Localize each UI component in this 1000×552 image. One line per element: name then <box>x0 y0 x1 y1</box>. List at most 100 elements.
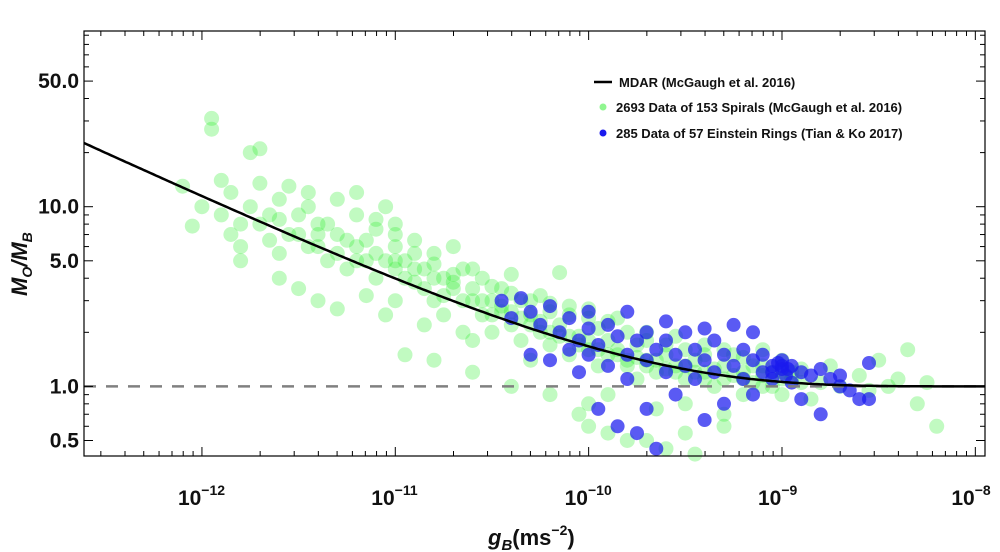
spiral-data-point <box>349 239 365 255</box>
spiral-data-point <box>436 270 452 286</box>
spiral-data-point <box>803 391 819 407</box>
einstein-ring-data-point <box>755 347 770 362</box>
einstein-ring-data-point <box>562 311 577 326</box>
spiral-data-point <box>397 253 413 269</box>
legend-label-mdar: MDAR (McGaugh et al. 2016) <box>619 75 795 90</box>
spiral-data-point <box>909 396 925 412</box>
einstein-ring-data-point <box>813 362 828 376</box>
spiral-data-point <box>929 418 945 434</box>
spiral-data-point <box>213 207 229 223</box>
spiral-data-point <box>561 298 577 314</box>
einstein-ring-data-point <box>523 347 538 362</box>
spiral-data-point <box>329 191 345 207</box>
spiral-data-point <box>445 281 461 297</box>
x-tick-label: 10−9 <box>758 482 798 510</box>
spiral-data-point <box>407 245 423 261</box>
legend: MDAR (McGaugh et al. 2016) 2693 Data of … <box>594 75 903 141</box>
einstein-ring-data-point <box>601 317 615 332</box>
spiral-data-point <box>378 253 394 269</box>
einstein-ring-data-point <box>591 401 606 416</box>
spiral-data-point <box>465 333 481 348</box>
spiral-data-point <box>194 199 210 215</box>
legend-label-einstein-rings: 285 Data of 57 Einstein Rings (Tian & Ko… <box>616 126 903 141</box>
einstein-ring-data-point <box>668 387 683 402</box>
einstein-ring-data-point <box>707 333 722 348</box>
spiral-data-point <box>484 278 500 294</box>
spiral-data-point <box>291 227 307 242</box>
spiral-data-point <box>407 232 423 248</box>
spiral-data-point <box>223 185 239 200</box>
einstein-ring-data-point <box>678 325 693 340</box>
legend-label-spirals: 2693 Data of 153 Spirals (McGaugh et al.… <box>616 100 902 115</box>
spiral-data-point <box>291 281 307 297</box>
spiral-data-point <box>300 185 316 200</box>
spiral-data-point <box>339 232 355 248</box>
einstein-ring-data-point <box>572 365 586 380</box>
spiral-data-point <box>387 253 403 269</box>
spiral-data-point <box>445 274 461 290</box>
legend-swatch-spirals <box>599 103 607 111</box>
spiral-data-point <box>648 401 664 417</box>
spiral-data-point <box>368 245 384 261</box>
spiral-data-point <box>204 110 220 126</box>
spiral-data-point <box>358 288 374 304</box>
spiral-data-point <box>436 307 452 323</box>
spiral-data-point <box>397 347 413 363</box>
spiral-data-point <box>387 261 403 277</box>
spiral-data-point <box>658 441 674 457</box>
einstein-ring-data-point <box>771 356 786 370</box>
spiral-data-point <box>358 232 374 248</box>
spiral-data-point <box>600 387 616 403</box>
spiral-data-point <box>513 333 529 348</box>
spiral-data-point <box>677 396 693 412</box>
spiral-data-point <box>233 216 249 232</box>
einstein-ring-data-point <box>688 372 702 386</box>
x-tick-label: 10−11 <box>371 482 418 510</box>
spiral-data-point <box>252 141 268 157</box>
einstein-ring-data-point <box>717 396 731 411</box>
spiral-data-point <box>474 293 490 309</box>
spiral-data-point <box>735 387 751 403</box>
spiral-data-point <box>716 406 732 422</box>
spiral-data-point <box>387 239 403 255</box>
spiral-data-point <box>465 293 481 309</box>
einstein-ring-data-point <box>581 304 596 319</box>
einstein-ring-data-point <box>639 325 654 340</box>
spiral-data-point <box>919 375 935 391</box>
spiral-data-point <box>213 172 229 188</box>
spiral-data-point <box>590 358 606 374</box>
spiral-data-point <box>494 281 510 297</box>
spiral-data-point <box>542 337 558 353</box>
einstein-ring-data-point <box>601 358 615 373</box>
spiral-data-point <box>851 368 867 383</box>
spiral-data-point <box>581 418 597 434</box>
spiral-data-point <box>204 121 220 137</box>
spiral-data-point <box>426 293 442 309</box>
spiral-data-point <box>571 406 587 422</box>
spiral-data-point <box>378 307 394 323</box>
spiral-data-point <box>648 364 664 380</box>
einstein-ring-data-point <box>543 353 557 368</box>
spiral-data-point <box>233 253 249 269</box>
spiral-data-point <box>532 288 548 304</box>
spiral-data-point <box>349 207 365 223</box>
spiral-data-point <box>349 185 365 200</box>
y-axis-title: MO/MB <box>7 232 35 296</box>
spiral-data-point <box>320 216 336 232</box>
y-tick-label: 0.5 <box>50 430 80 453</box>
einstein-ring-data-point <box>813 407 828 422</box>
spiral-data-point <box>677 425 693 441</box>
plot-frame <box>83 30 986 457</box>
x-tick-label: 10−12 <box>178 482 225 510</box>
spiral-data-point <box>184 218 200 234</box>
x-tick-labels: 10−12 10−11 10−10 10−9 10−8 <box>178 482 991 510</box>
spiral-data-point <box>465 261 481 277</box>
spiral-data-point <box>378 199 394 215</box>
spiral-data-point <box>706 378 722 394</box>
spiral-data-point <box>271 270 287 286</box>
spiral-data-point <box>407 274 423 290</box>
y-tick-label: 5.0 <box>50 250 79 273</box>
spiral-data-point <box>465 281 481 297</box>
x-axis-title: gB(ms−2) <box>487 522 575 552</box>
